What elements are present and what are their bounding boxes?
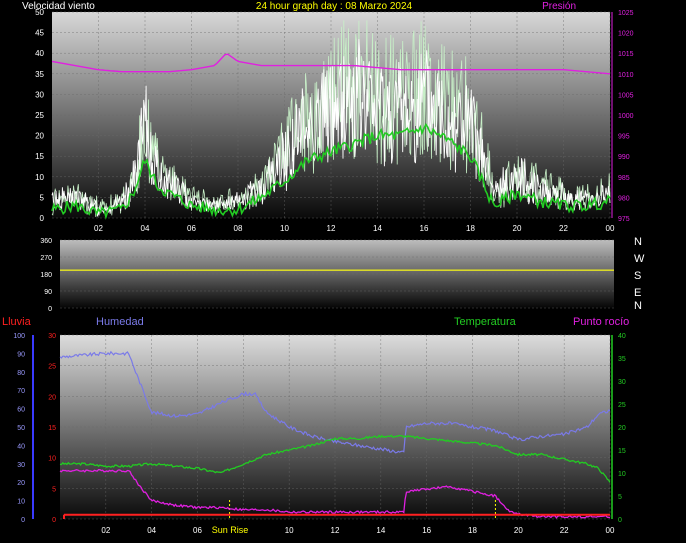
wind-speed-label: Velocidad viento <box>22 1 95 12</box>
rain-tick-label: 10 <box>48 456 56 463</box>
wind-tick-label: 20 <box>35 132 44 141</box>
wind-tick-label: 15 <box>35 152 44 161</box>
humidity-tick-label: 40 <box>17 443 25 450</box>
wind-x-tick-label: 18 <box>466 224 475 233</box>
pressure-tick-label: 975 <box>618 216 630 223</box>
climate-x-tick-label: 00 <box>606 526 615 535</box>
direction-tick-label: 0 <box>48 306 52 313</box>
humidity-tick-label: 10 <box>17 499 25 506</box>
rain-tick-label: 20 <box>48 394 56 401</box>
wind-tick-label: 35 <box>35 70 44 79</box>
temperature-tick-label: 15 <box>618 448 626 455</box>
rain-tick-label: 5 <box>52 486 56 493</box>
dir-label-s: S <box>634 270 641 282</box>
pressure-tick-label: 990 <box>618 154 630 161</box>
dewpoint-label: Punto rocío <box>573 316 629 328</box>
humidity-tick-label: 0 <box>21 517 25 524</box>
wind-x-tick-label: 20 <box>513 224 522 233</box>
climate-x-tick-label: 18 <box>468 526 477 535</box>
wind-x-tick-label: 00 <box>606 224 615 233</box>
wind-x-tick-label: 08 <box>234 224 243 233</box>
humidity-tick-label: 60 <box>17 407 25 414</box>
wind-tick-label: 0 <box>40 214 45 223</box>
humidity-tick-label: 50 <box>17 425 25 432</box>
humidity-tick-label: 90 <box>17 351 25 358</box>
climate-x-tick-label: 12 <box>331 526 340 535</box>
sunrise-label: Sun Rise <box>212 525 249 535</box>
temperature-tick-label: 0 <box>618 517 622 524</box>
wind-x-tick-label: 22 <box>559 224 568 233</box>
temperature-tick-label: 40 <box>618 333 626 340</box>
dir-label-n-bottom: N <box>634 300 642 312</box>
pressure-tick-label: 985 <box>618 175 630 182</box>
pressure-tick-label: 995 <box>618 134 630 141</box>
rain-tick-label: 15 <box>48 425 56 432</box>
temperature-series <box>59 434 611 483</box>
pressure-tick-label: 980 <box>618 195 630 202</box>
dir-label-e: E <box>634 287 641 299</box>
pressure-label: Presión <box>542 1 576 12</box>
wind-tick-label: 30 <box>35 90 44 99</box>
pressure-tick-label: 1005 <box>618 92 634 99</box>
direction-tick-label: 90 <box>44 289 52 296</box>
wind-x-tick-label: 16 <box>420 224 429 233</box>
wind-gust-fill-series <box>51 20 611 218</box>
pressure-tick-label: 1020 <box>618 31 634 38</box>
direction-tick-label: 360 <box>40 238 52 245</box>
humidity-tick-label: 100 <box>13 333 25 340</box>
climate-x-tick-label: 04 <box>147 526 156 535</box>
climate-x-tick-label: 06 <box>193 526 202 535</box>
temperature-tick-label: 5 <box>618 494 622 501</box>
humidity-tick-label: 80 <box>17 370 25 377</box>
wind-tick-label: 45 <box>35 29 44 38</box>
humidity-tick-label: 20 <box>17 480 25 487</box>
pressure-series <box>51 53 611 75</box>
chart-title: 24 hour graph day : 08 Marzo 2024 <box>256 1 413 12</box>
wind-tick-label: 50 <box>35 8 44 17</box>
climate-x-tick-label: 16 <box>422 526 431 535</box>
humidity-label: Humedad <box>96 316 144 328</box>
dir-label-w: W <box>634 253 645 265</box>
rain-tick-label: 30 <box>48 333 56 340</box>
wind-tick-label: 5 <box>40 193 45 202</box>
pressure-tick-label: 1015 <box>618 51 634 58</box>
wind-x-tick-label: 10 <box>280 224 289 233</box>
climate-x-tick-label: 20 <box>514 526 523 535</box>
rain-tick-label: 0 <box>52 517 56 524</box>
rain-tick-label: 25 <box>48 364 56 371</box>
climate-x-tick-label: 10 <box>285 526 294 535</box>
rain-label: Lluvia <box>2 316 32 328</box>
wind-tick-label: 25 <box>35 111 44 120</box>
direction-tick-label: 270 <box>40 255 52 262</box>
temperature-tick-label: 30 <box>618 379 626 386</box>
dir-label-n-top: N <box>634 236 642 248</box>
temperature-tick-label: 35 <box>618 356 626 363</box>
pressure-tick-label: 1025 <box>618 10 634 17</box>
direction-tick-label: 180 <box>40 272 52 279</box>
wind-tick-label: 10 <box>35 173 44 182</box>
humidity-tick-label: 30 <box>17 462 25 469</box>
pressure-tick-label: 1000 <box>618 113 634 120</box>
temperature-label: Temperatura <box>454 316 517 328</box>
wind-tick-label: 40 <box>35 49 44 58</box>
wind-x-tick-label: 04 <box>141 224 150 233</box>
wind-average-series <box>51 122 611 220</box>
climate-x-tick-label: 22 <box>560 526 569 535</box>
wind-x-tick-label: 06 <box>187 224 196 233</box>
climate-x-tick-label: 14 <box>376 526 385 535</box>
temperature-tick-label: 20 <box>618 425 626 432</box>
wind-x-tick-label: 02 <box>94 224 103 233</box>
humidity-tick-label: 70 <box>17 388 25 395</box>
wind-x-tick-label: 14 <box>373 224 382 233</box>
temperature-tick-label: 25 <box>618 402 626 409</box>
climate-x-tick-label: 02 <box>101 526 110 535</box>
humidity-series <box>59 350 611 454</box>
wind-x-tick-label: 12 <box>327 224 336 233</box>
pressure-tick-label: 1010 <box>618 72 634 79</box>
temperature-tick-label: 10 <box>618 471 626 478</box>
